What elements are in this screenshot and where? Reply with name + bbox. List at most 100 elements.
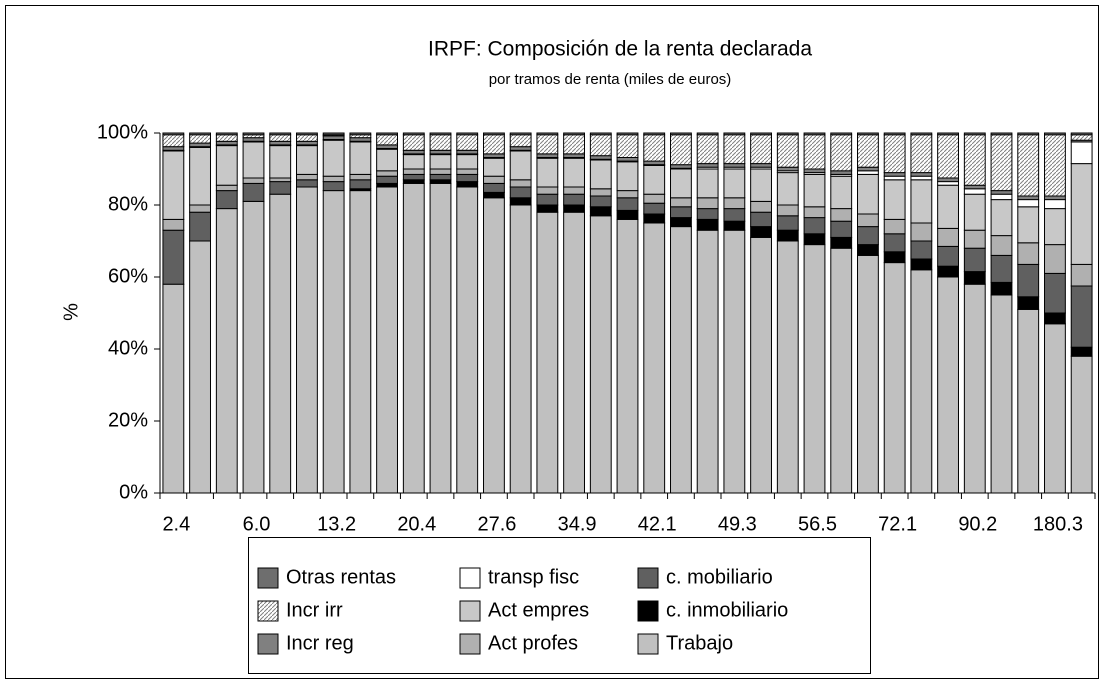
bar-segment xyxy=(990,199,1013,237)
legend-label: c. inmobiliario xyxy=(666,599,788,621)
bar-segment xyxy=(723,134,746,165)
bar-segment xyxy=(376,144,398,149)
bar-segment xyxy=(910,240,933,260)
x-tick-label: 90.2 xyxy=(958,513,997,535)
bar-segment xyxy=(723,163,746,168)
bar-segment xyxy=(1070,132,1093,136)
bar-segment xyxy=(402,149,425,155)
bar-segment xyxy=(750,200,772,213)
bar-segment xyxy=(349,132,372,136)
bar-segment xyxy=(456,181,479,188)
bar-segment xyxy=(242,177,265,184)
bar-segment xyxy=(910,175,933,181)
bar-segment xyxy=(296,186,318,494)
bar-segment xyxy=(776,134,799,168)
bar-segment xyxy=(456,186,479,494)
bar-segment xyxy=(509,150,532,181)
bar-segment xyxy=(803,134,826,170)
bar-segment xyxy=(296,179,318,188)
bar-segment xyxy=(963,283,986,494)
bar-segment xyxy=(402,173,425,181)
bar-segment xyxy=(162,146,185,151)
bar-segment xyxy=(990,294,1013,494)
bar-segment xyxy=(883,179,906,220)
x-tick-label: 42.1 xyxy=(638,513,677,535)
bar-segment xyxy=(723,208,746,222)
bar-segment xyxy=(616,209,639,220)
bar-segment xyxy=(269,145,292,179)
bar-segment xyxy=(643,164,666,195)
y-tick-label: 100% xyxy=(97,121,148,143)
legend-label: c. mobiliario xyxy=(666,566,773,588)
bar-segment xyxy=(1017,132,1040,136)
bar-segment xyxy=(963,247,986,273)
bar-segment xyxy=(883,175,906,181)
bar-segment xyxy=(830,170,853,175)
x-tick-label: 2.4 xyxy=(162,513,190,535)
legend-swatch xyxy=(637,567,659,589)
bar-segment xyxy=(1070,285,1093,348)
bar-segment xyxy=(536,157,559,188)
bar-segment xyxy=(296,132,318,136)
bar-segment xyxy=(910,269,933,494)
legend-swatch xyxy=(257,633,279,655)
bar-segment xyxy=(990,132,1013,136)
bar-segment xyxy=(1017,296,1040,310)
bar-segment xyxy=(937,184,959,229)
bar-segment xyxy=(750,163,772,168)
bar-segment xyxy=(162,229,185,285)
bar-segment xyxy=(643,134,666,162)
bar-segment xyxy=(643,222,666,494)
bar-segment xyxy=(723,220,746,231)
bar-segment xyxy=(803,168,826,174)
bar-segment xyxy=(803,217,826,235)
bar-segment xyxy=(1044,272,1066,314)
bar-segment xyxy=(643,213,666,224)
bar-segment xyxy=(616,190,639,199)
y-tick-label: 40% xyxy=(108,337,148,359)
bar-segment xyxy=(776,204,799,217)
bar-segment xyxy=(509,132,532,136)
legend-swatch xyxy=(257,600,279,622)
bar-segment xyxy=(696,218,719,231)
bar-segment xyxy=(857,166,879,172)
bar-segment xyxy=(883,172,906,177)
bar-segment xyxy=(349,137,372,142)
x-tick-label: 180.3 xyxy=(1033,513,1083,535)
bar-segment xyxy=(670,226,692,494)
bar-segment xyxy=(349,179,372,190)
bar-segment xyxy=(696,197,719,210)
bar-segment xyxy=(162,132,185,136)
bar-segment xyxy=(242,182,265,202)
bar-segment xyxy=(483,157,505,177)
legend-box xyxy=(248,537,871,674)
chart-subtitle: por tramos de renta (miles de euros) xyxy=(489,71,732,88)
bar-segment xyxy=(937,177,959,183)
bar-segment xyxy=(776,172,799,206)
legend-swatch xyxy=(459,600,481,622)
bar-segment xyxy=(589,132,612,136)
legend-label: Trabajo xyxy=(666,632,733,654)
bar-segment xyxy=(296,140,318,146)
bar-segment xyxy=(857,244,879,256)
bar-segment xyxy=(963,193,986,231)
y-tick-label: 20% xyxy=(108,409,148,431)
bar-segment xyxy=(883,262,906,494)
bar-segment xyxy=(910,258,933,271)
bar-segment xyxy=(536,204,559,213)
bar-segment xyxy=(803,233,826,246)
bar-segment xyxy=(1017,263,1040,298)
bar-segment xyxy=(269,134,292,142)
x-tick-label: 56.5 xyxy=(798,513,837,535)
bar-segment xyxy=(937,181,959,186)
bar-segment xyxy=(670,132,692,136)
bar-segment xyxy=(1017,195,1040,201)
bar-segment xyxy=(803,244,826,494)
bar-segment xyxy=(616,134,639,158)
bar-segment xyxy=(1044,244,1066,274)
legend-swatch xyxy=(637,633,659,655)
legend-label: Otras rentas xyxy=(286,566,396,588)
bar-segment xyxy=(376,134,398,146)
bar-segment xyxy=(1017,308,1040,494)
bar-segment xyxy=(963,188,986,195)
